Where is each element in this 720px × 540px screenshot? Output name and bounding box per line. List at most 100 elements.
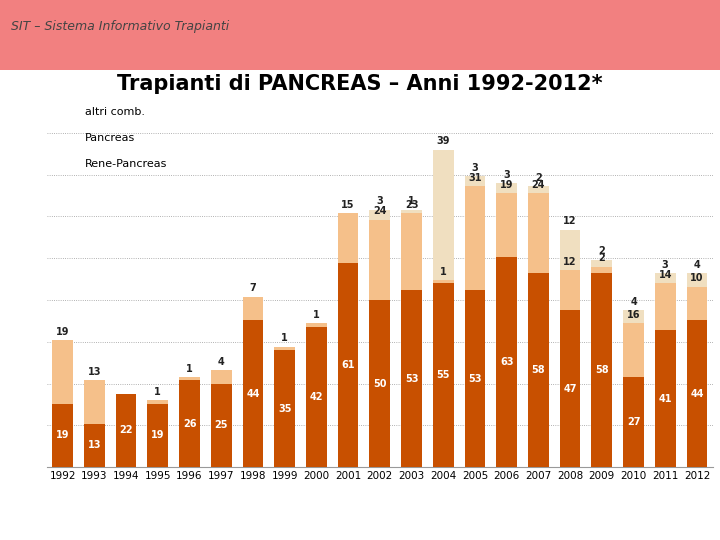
Bar bbox=[369, 300, 390, 467]
Text: 19: 19 bbox=[151, 430, 165, 440]
Bar bbox=[243, 320, 264, 467]
Text: 13: 13 bbox=[88, 367, 101, 377]
Text: 25: 25 bbox=[215, 420, 228, 430]
Text: 53: 53 bbox=[468, 374, 482, 383]
Bar bbox=[624, 323, 644, 377]
Bar bbox=[655, 330, 675, 467]
Text: 27: 27 bbox=[627, 417, 640, 427]
Text: 19: 19 bbox=[56, 430, 69, 440]
Bar bbox=[592, 260, 612, 267]
Text: 41: 41 bbox=[659, 394, 672, 403]
Bar bbox=[148, 400, 168, 403]
Bar bbox=[624, 310, 644, 323]
Text: 4: 4 bbox=[693, 260, 701, 270]
Text: 61: 61 bbox=[341, 360, 355, 370]
Bar bbox=[116, 394, 136, 467]
Text: 12: 12 bbox=[563, 217, 577, 226]
Bar bbox=[306, 327, 327, 467]
Text: 44: 44 bbox=[690, 389, 703, 399]
Bar bbox=[433, 284, 454, 467]
Text: 1: 1 bbox=[186, 363, 193, 374]
Text: 12: 12 bbox=[563, 256, 577, 267]
Bar bbox=[338, 263, 359, 467]
Bar bbox=[687, 273, 707, 287]
Bar bbox=[496, 193, 517, 256]
Text: 4: 4 bbox=[630, 296, 637, 307]
Text: 58: 58 bbox=[595, 365, 608, 375]
Text: 4: 4 bbox=[218, 357, 225, 367]
Bar bbox=[687, 287, 707, 320]
Bar bbox=[559, 310, 580, 467]
Bar bbox=[338, 213, 359, 263]
Text: 19: 19 bbox=[56, 327, 69, 337]
Text: 31: 31 bbox=[468, 173, 482, 183]
Text: 22: 22 bbox=[120, 426, 132, 435]
Bar bbox=[274, 350, 295, 467]
Bar bbox=[53, 403, 73, 467]
Text: 42: 42 bbox=[310, 392, 323, 402]
Bar bbox=[401, 213, 422, 290]
Bar bbox=[528, 186, 549, 193]
Text: SIT – Sistema Informativo Trapianti: SIT – Sistema Informativo Trapianti bbox=[11, 20, 229, 33]
Text: FONTE DATI:  Reports CIR: FONTE DATI: Reports CIR bbox=[11, 513, 179, 526]
Text: 14: 14 bbox=[659, 270, 672, 280]
Text: 19: 19 bbox=[500, 180, 513, 190]
Bar bbox=[433, 280, 454, 284]
Text: 2: 2 bbox=[535, 173, 541, 183]
Bar bbox=[464, 176, 485, 186]
Bar bbox=[496, 183, 517, 193]
Text: Trapianti di PANCREAS – Anni 1992-2012*: Trapianti di PANCREAS – Anni 1992-2012* bbox=[117, 73, 603, 94]
Bar bbox=[496, 256, 517, 467]
Text: 3: 3 bbox=[503, 170, 510, 180]
Text: 1: 1 bbox=[408, 197, 415, 206]
Bar bbox=[369, 220, 390, 300]
Bar bbox=[179, 380, 200, 467]
Bar bbox=[559, 270, 580, 310]
Bar bbox=[464, 186, 485, 290]
Bar bbox=[528, 273, 549, 467]
Text: 1: 1 bbox=[313, 310, 320, 320]
Text: altri comb.: altri comb. bbox=[85, 107, 145, 117]
Bar bbox=[464, 290, 485, 467]
Text: 50: 50 bbox=[373, 379, 387, 388]
Bar bbox=[148, 403, 168, 467]
Bar bbox=[655, 284, 675, 330]
Bar bbox=[401, 290, 422, 467]
Bar bbox=[211, 370, 232, 383]
Text: 13: 13 bbox=[88, 441, 101, 450]
Text: 1: 1 bbox=[440, 267, 446, 276]
Text: 15: 15 bbox=[341, 200, 355, 210]
Text: 26: 26 bbox=[183, 418, 197, 429]
Bar bbox=[687, 320, 707, 467]
Text: * Dati preliminari al 30 Giugno 2012: * Dati preliminari al 30 Giugno 2012 bbox=[495, 513, 709, 526]
Bar bbox=[592, 273, 612, 467]
Bar bbox=[528, 193, 549, 273]
Text: 2: 2 bbox=[598, 253, 606, 263]
Bar bbox=[559, 230, 580, 270]
Bar bbox=[84, 380, 104, 424]
Text: 39: 39 bbox=[436, 136, 450, 146]
Text: 16: 16 bbox=[627, 310, 640, 320]
Text: 55: 55 bbox=[436, 370, 450, 380]
Bar bbox=[84, 424, 104, 467]
Text: 7: 7 bbox=[250, 284, 256, 293]
Text: Rene-Pancreas: Rene-Pancreas bbox=[85, 159, 167, 168]
Bar bbox=[624, 377, 644, 467]
Text: 1: 1 bbox=[282, 333, 288, 343]
Bar bbox=[179, 377, 200, 380]
Bar bbox=[655, 273, 675, 284]
Text: 35: 35 bbox=[278, 403, 292, 414]
Bar bbox=[211, 383, 232, 467]
Text: 24: 24 bbox=[531, 180, 545, 190]
Text: 63: 63 bbox=[500, 357, 513, 367]
Text: 23: 23 bbox=[405, 200, 418, 210]
Text: 2: 2 bbox=[598, 246, 606, 256]
Text: 58: 58 bbox=[531, 365, 545, 375]
Bar bbox=[274, 347, 295, 350]
Bar bbox=[592, 267, 612, 273]
Text: Pancreas: Pancreas bbox=[85, 133, 135, 143]
Text: 3: 3 bbox=[377, 197, 383, 206]
Bar bbox=[369, 210, 390, 220]
Bar bbox=[401, 210, 422, 213]
Text: 53: 53 bbox=[405, 374, 418, 383]
